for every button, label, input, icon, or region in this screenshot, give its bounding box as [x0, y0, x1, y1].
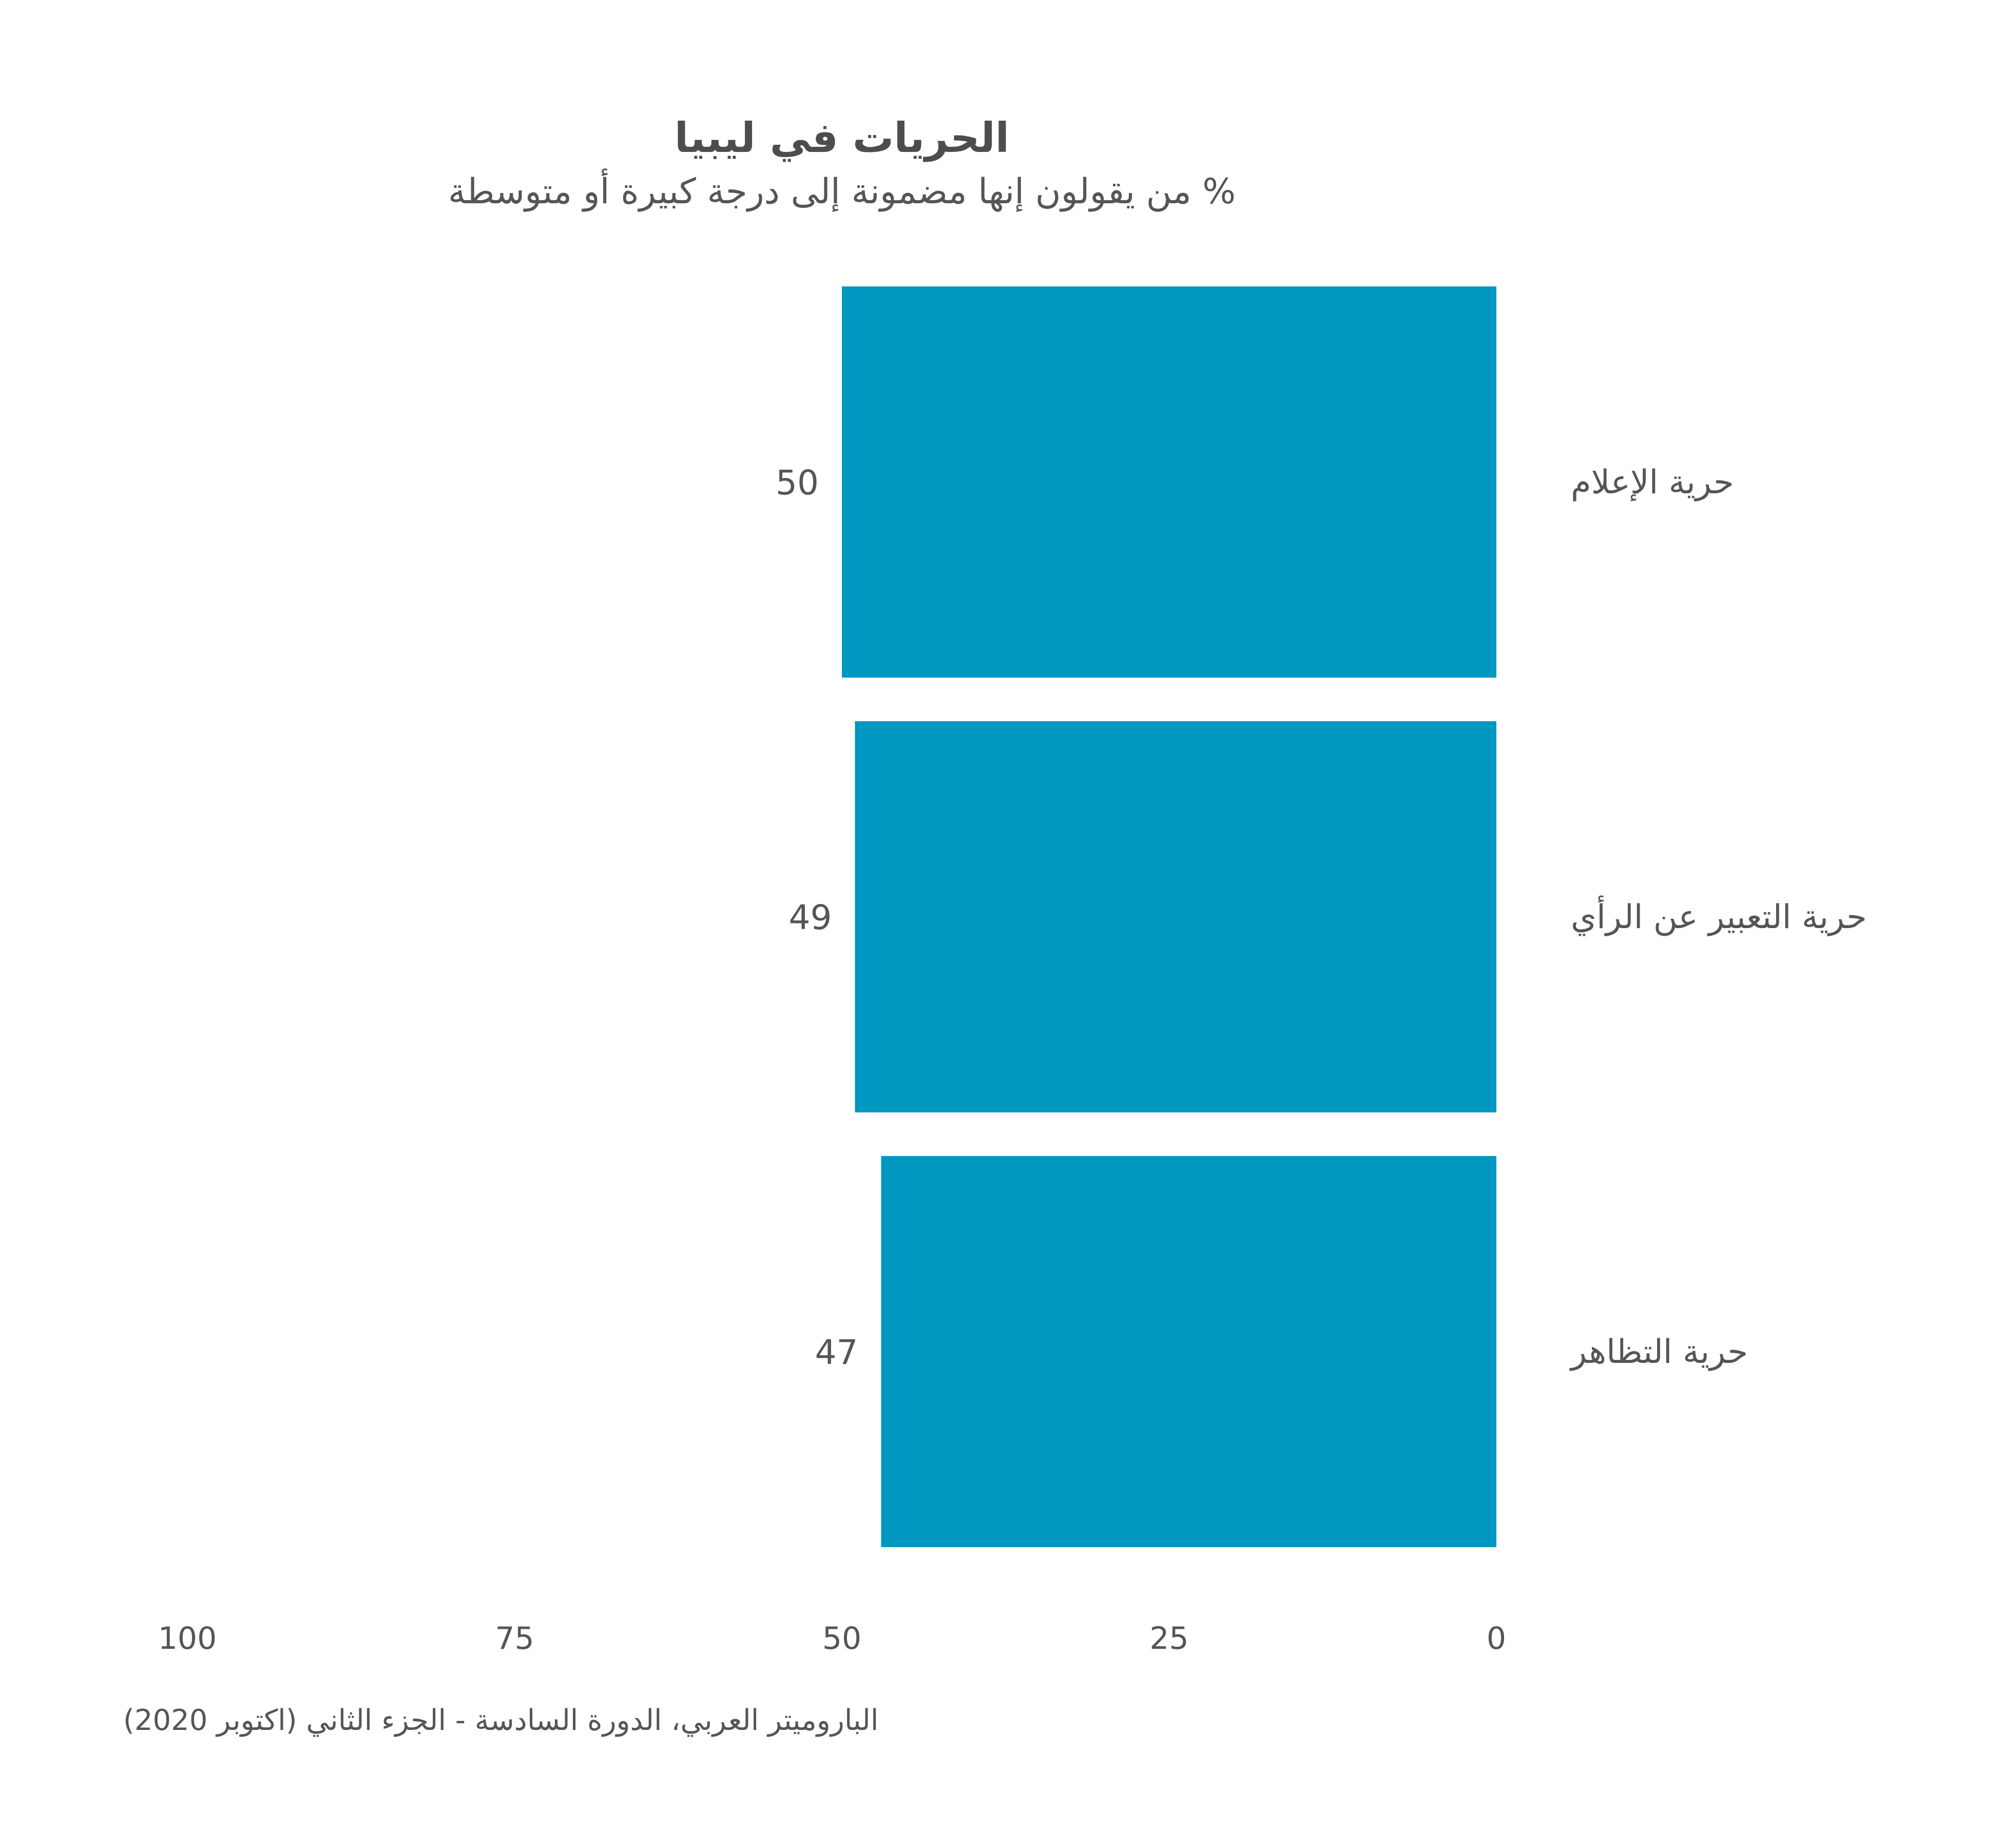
bar-value-label: 50: [776, 463, 819, 503]
bars-layer: [842, 286, 1496, 1547]
chart-title: الحريات في ليبيا: [675, 114, 1009, 162]
category-label: حرية الإعلام: [1571, 464, 1734, 502]
value-labels-layer: 50 49 47: [776, 463, 858, 1372]
chart-subtitle: % من يقولون إنها مضمونة إلى درجة كبيرة أ…: [448, 168, 1236, 212]
source-note: الباروميتر العربي، الدورة السادسة - الجز…: [123, 1704, 878, 1737]
category-label: حرية التعبير عن الرأي: [1571, 895, 1867, 936]
x-tick-label: 25: [1149, 1621, 1188, 1657]
x-tick-label: 50: [822, 1621, 861, 1657]
bar-value-label: 49: [789, 898, 832, 937]
x-tick-label: 0: [1487, 1621, 1506, 1657]
x-axis-ticks: 0 25 50 75 100: [158, 1621, 1506, 1657]
category-label: حرية التظاهر: [1569, 1333, 1748, 1371]
bar-value-label: 47: [815, 1333, 858, 1372]
bar: [881, 1156, 1496, 1547]
bar: [842, 286, 1496, 678]
category-labels-layer: حرية الإعلام حرية التعبير عن الرأي حرية ال…: [1569, 464, 1867, 1371]
x-tick-label: 100: [158, 1621, 217, 1657]
bar: [855, 721, 1496, 1112]
x-tick-label: 75: [495, 1621, 534, 1657]
